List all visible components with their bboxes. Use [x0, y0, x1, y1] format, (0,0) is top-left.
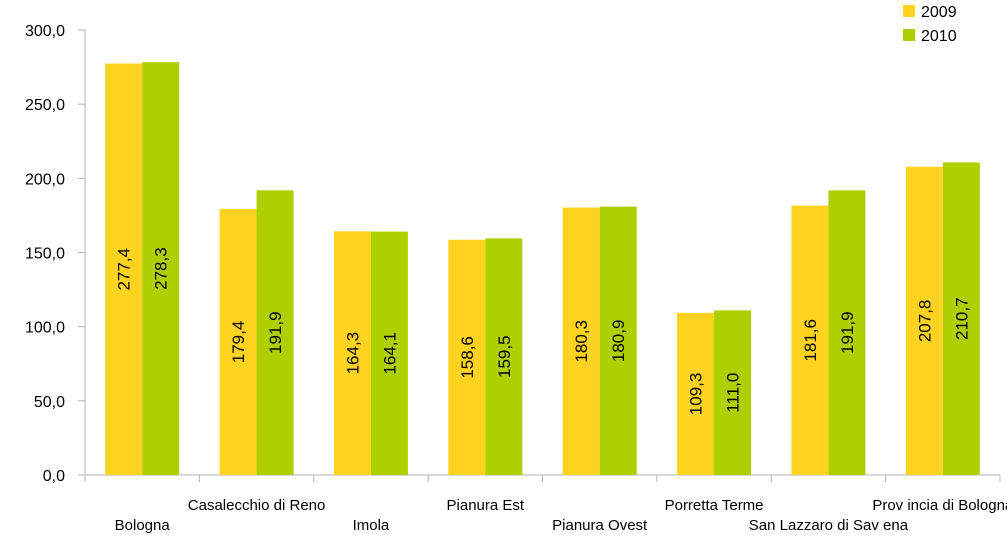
- value-labels: 277,4 278,3 179,4 191,9 164,3 164,1 158,6 159,5…: [115, 247, 972, 415]
- y-tick-label: 300,0: [25, 23, 65, 40]
- bar: [942, 162, 980, 475]
- bar: [219, 208, 257, 475]
- bar-value-label: 111,0: [724, 373, 743, 413]
- legend-label: 2010: [921, 28, 957, 45]
- bar-value-label: 159,5: [495, 335, 514, 378]
- bar-value-label: 278,3: [152, 247, 171, 290]
- y-tick-label: 250,0: [25, 97, 65, 114]
- y-tick-label: 150,0: [25, 246, 65, 263]
- bar-value-label: 207,8: [915, 300, 934, 343]
- bar: [448, 239, 486, 475]
- bar-value-label: 191,9: [266, 311, 285, 354]
- bar-value-label: 158,6: [458, 336, 477, 379]
- legend-swatch: [903, 29, 915, 41]
- bar: [714, 310, 752, 475]
- bar-value-label: 181,6: [801, 319, 820, 362]
- category-label: Porretta Terme: [665, 497, 764, 514]
- bar: [828, 190, 866, 475]
- bar: [791, 205, 829, 476]
- y-tick-label: 0,0: [43, 468, 65, 485]
- bar-value-label: 180,3: [572, 320, 591, 363]
- bar: [599, 206, 637, 476]
- bar-value-label: 210,7: [952, 297, 971, 340]
- category-label: Bologna: [115, 517, 171, 534]
- bar: [105, 63, 143, 475]
- bar-value-label: 179,4: [229, 321, 248, 364]
- bar: [142, 62, 180, 476]
- category-label: San Lazzaro di Sav ena: [749, 517, 909, 534]
- bar-value-label: 109,3: [687, 373, 706, 416]
- bar: [677, 312, 715, 475]
- y-tick-label: 50,0: [34, 394, 65, 411]
- bar: [370, 231, 408, 475]
- category-label: Pianura Ovest: [552, 517, 648, 534]
- bar: [256, 190, 294, 475]
- category-label: Imola: [353, 517, 390, 534]
- bar: [905, 166, 943, 475]
- legend-swatch: [903, 5, 915, 17]
- bar: [485, 238, 523, 475]
- bar-value-label: 164,1: [380, 332, 399, 375]
- bar: [333, 231, 371, 475]
- y-tick-label: 200,0: [25, 171, 65, 188]
- category-label: Pianura Est: [447, 497, 525, 514]
- y-tick-label: 100,0: [25, 320, 65, 337]
- category-label: Prov incia di Bologna: [872, 497, 1007, 514]
- legend-label: 2009: [921, 4, 957, 21]
- bar-value-label: 180,9: [609, 320, 628, 363]
- category-label: Casalecchio di Reno: [188, 497, 326, 514]
- category-labels: Bologna Casalecchio di Reno Imola Pianura E…: [115, 497, 1007, 534]
- bar-value-label: 277,4: [115, 248, 134, 291]
- bar-value-label: 191,9: [838, 311, 857, 354]
- bar: [562, 207, 600, 475]
- bars: [105, 62, 980, 476]
- legend: 2009 2010: [903, 4, 957, 45]
- bar-value-label: 164,3: [343, 332, 362, 375]
